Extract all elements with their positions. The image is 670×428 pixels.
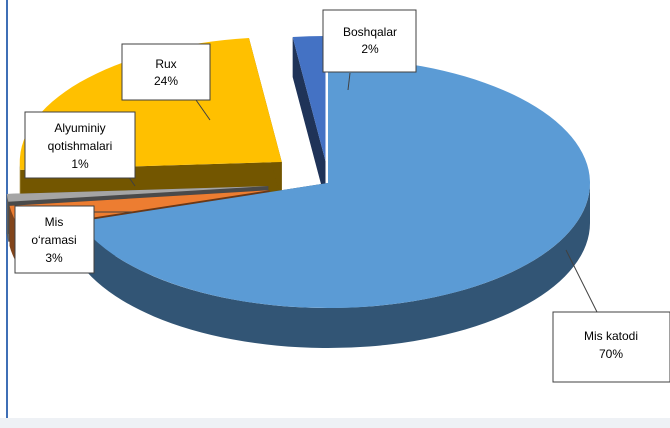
label-rux-value: 24% (154, 74, 178, 88)
slice-boshqalar (292, 36, 326, 162)
data-label-mis-katodi: Mis katodi 70% (552, 311, 670, 383)
pie-slices (6, 36, 591, 348)
data-label-boshqalar: Boshqalar 2% (322, 9, 417, 73)
bottom-band (0, 418, 670, 428)
leader-line-rux (195, 99, 211, 121)
label-mis-katodi-name: Mis katodi (584, 329, 638, 343)
slice-alyuminiy-qotishmalari (6, 186, 269, 202)
label-boshqalar-name: Boshqalar (343, 25, 397, 39)
label-mis-oramasi-name-2: o‘ramasi (31, 233, 76, 247)
slice-side-alyuminiy-qotishmalari (6, 193, 9, 242)
label-alyuminiy-name-2: qotishmalari (48, 139, 113, 153)
data-label-rux: Rux 24% (121, 43, 211, 101)
label-rux-name: Rux (155, 57, 176, 71)
label-mis-oramasi-name-1: Mis (45, 215, 64, 229)
data-label-mis-oramasi: Mis o‘ramasi 3% (14, 205, 95, 274)
slice-mis-katodi (78, 58, 591, 308)
data-label-alyuminiy: Alyuminiy qotishmalari 1% (24, 111, 136, 179)
label-alyuminiy-value: 1% (71, 157, 89, 171)
label-boshqalar-value: 2% (361, 42, 379, 56)
slice-side-mis-katodi (78, 183, 591, 348)
label-mis-katodi-value: 70% (599, 347, 623, 361)
leader-line-boshqalar (347, 72, 351, 91)
slice-wall-boshqalar-0 (292, 37, 326, 202)
label-mis-oramasi-value: 3% (45, 251, 63, 265)
label-alyuminiy-name-1: Alyuminiy (54, 121, 105, 135)
